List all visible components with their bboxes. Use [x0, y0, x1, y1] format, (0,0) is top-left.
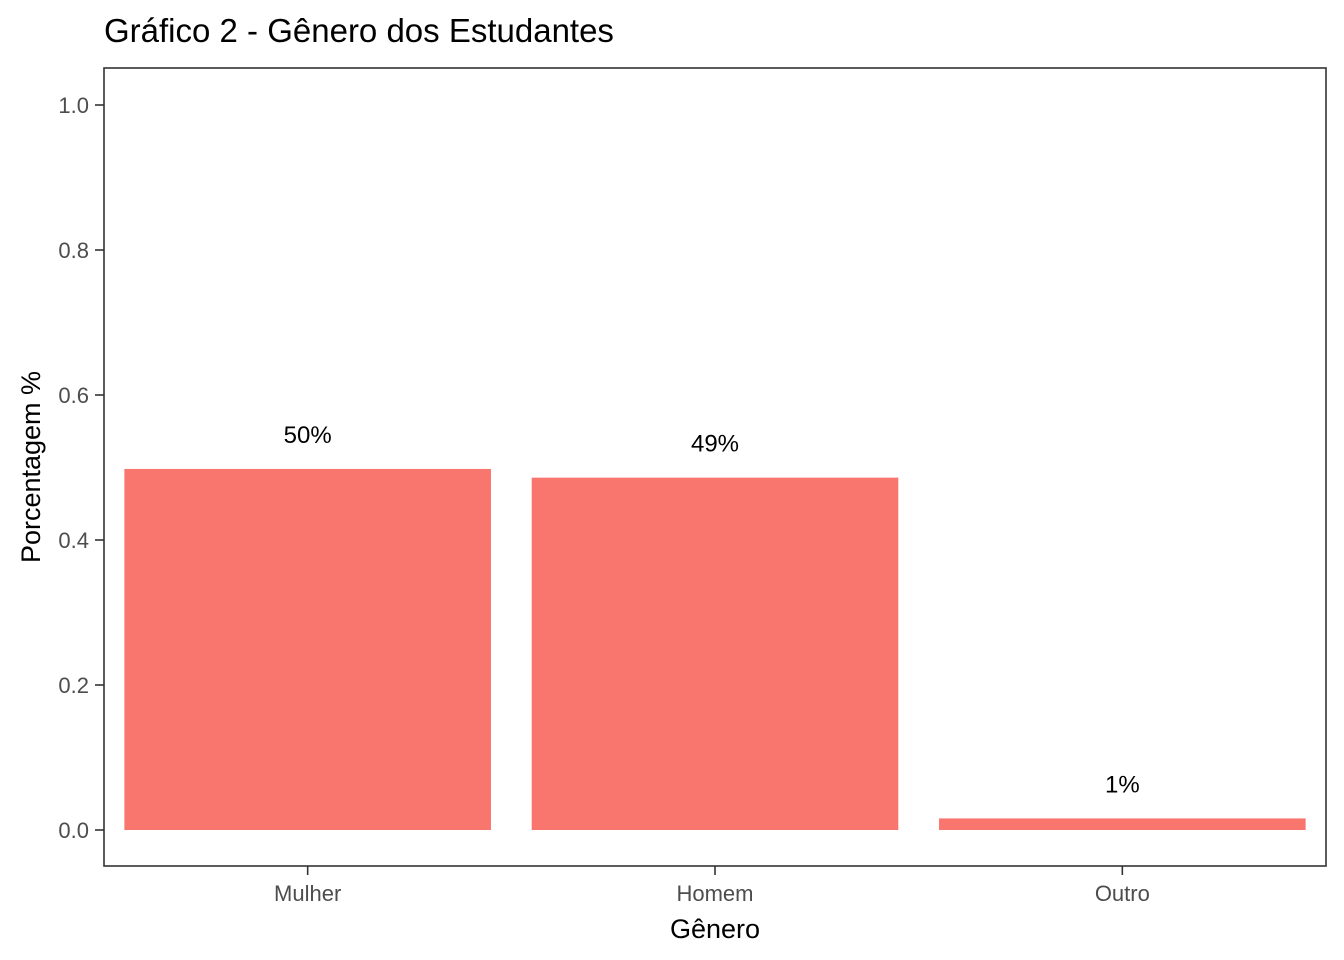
x-tick-label: Homem [676, 881, 753, 906]
y-tick-label: 0.8 [58, 238, 89, 263]
data-label-outro: 1% [1105, 771, 1140, 798]
y-tick-label: 0.0 [58, 818, 89, 843]
x-tick-label: Mulher [274, 881, 341, 906]
y-axis-title: Porcentagem % [16, 371, 46, 563]
y-axis: 0.0 0.2 0.4 0.6 0.8 1.0 [58, 93, 104, 843]
y-tick-label: 1.0 [58, 93, 89, 118]
x-tick-label: Outro [1095, 881, 1150, 906]
y-tick-label: 0.4 [58, 528, 89, 553]
bar-outro [939, 818, 1306, 830]
bar-mulher [124, 468, 491, 830]
data-label-homem: 49% [691, 431, 739, 458]
data-labels-layer: 50% 49% 1% [284, 422, 1140, 798]
chart-title: Gráfico 2 - Gênero dos Estudantes [104, 12, 614, 49]
bars-layer [124, 468, 1306, 830]
x-axis: Mulher Homem Outro [274, 866, 1150, 906]
x-axis-title: Gênero [670, 914, 760, 944]
y-tick-label: 0.2 [58, 673, 89, 698]
y-tick-label: 0.6 [58, 383, 89, 408]
data-label-mulher: 50% [284, 422, 332, 449]
bar-homem [531, 477, 899, 830]
